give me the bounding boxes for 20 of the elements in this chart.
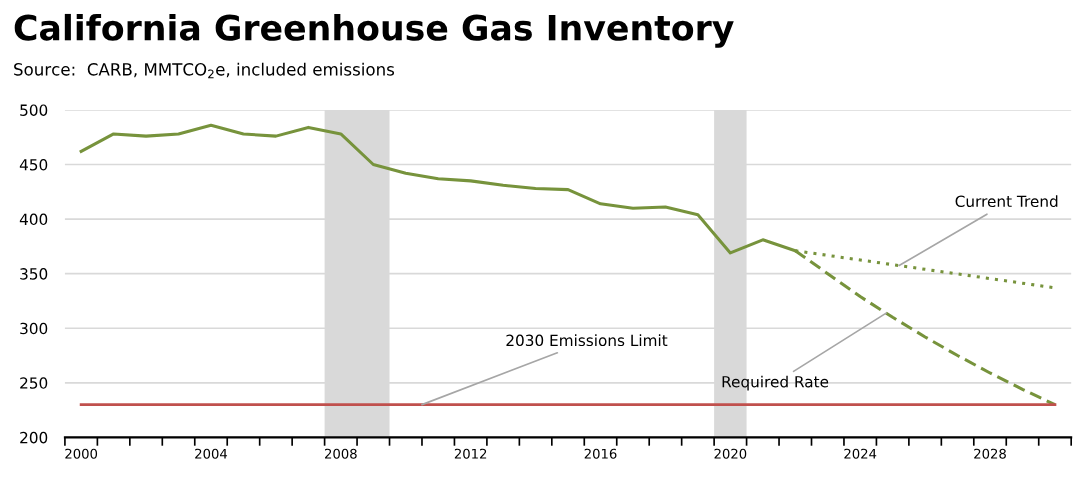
x-tick-label: 2024: [844, 448, 877, 459]
y-tick-label: 500: [20, 104, 48, 116]
text: Current Trend: [955, 195, 1058, 208]
x-tick-label: 2012: [454, 448, 487, 459]
x-tick-label: 2000: [65, 448, 98, 459]
x-tick-label: 2020: [714, 448, 747, 459]
y-tick-label: 400: [19, 213, 48, 226]
y-tick-label: 300: [20, 322, 48, 335]
x-tick-label: 2004: [195, 448, 228, 459]
y-tick-label: 450: [19, 158, 48, 171]
text: 2030 Emissions Limit: [506, 334, 668, 347]
x-tick-label: 2016: [584, 448, 617, 459]
y-tick-label: 250: [20, 377, 48, 389]
chart-subtitle: Source: CARB, MMTCO$_{2}$e, included emissions: [14, 62, 395, 79]
text: Required Rate: [722, 375, 829, 391]
x-tick-label: 2028: [974, 448, 1006, 459]
y-tick-label: 200: [20, 431, 48, 444]
y-tick-label: 350: [20, 268, 48, 280]
x-tick-label: 2008: [325, 448, 357, 459]
chart-title: California Greenhouse Gas Inventory: [14, 13, 734, 48]
